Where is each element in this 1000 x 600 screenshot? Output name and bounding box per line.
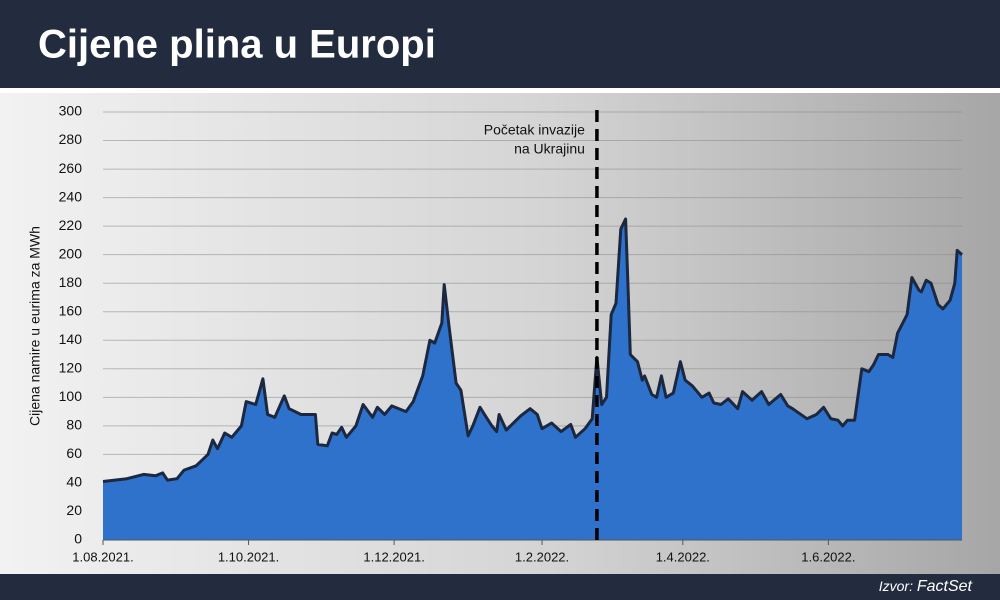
annotation-text: na Ukrajinu xyxy=(514,141,585,157)
y-tick-label: 20 xyxy=(66,502,82,518)
footer xyxy=(0,574,1000,600)
y-tick-label: 140 xyxy=(59,331,83,347)
y-tick-label: 240 xyxy=(59,188,83,204)
annotation-text: Početak invazije xyxy=(484,122,585,138)
area xyxy=(103,219,962,540)
y-tick-label: 280 xyxy=(59,131,83,147)
labels: 0 20 40 60 80 100 120 140 160 180 200 220 240 260 280 3… xyxy=(59,103,962,564)
x-tick-label: 1.10.2021. xyxy=(218,549,279,564)
y-tick-label: 40 xyxy=(66,474,82,490)
y-tick-label: 60 xyxy=(66,445,82,461)
x-tick-label: 1.08.2021. xyxy=(72,549,133,564)
y-tick-label: 100 xyxy=(59,388,83,404)
line xyxy=(102,217,964,483)
source: Izvor: FactSet xyxy=(879,578,973,596)
y-tick-label: 120 xyxy=(59,360,83,376)
plot xyxy=(102,217,964,540)
header xyxy=(0,0,1000,88)
y-tick-label: 80 xyxy=(66,417,82,433)
source-label: Izvor: xyxy=(879,578,913,594)
y-axis-label: Cijena namire u eurima za MWh xyxy=(27,226,43,426)
y-tick-label: 200 xyxy=(59,245,83,261)
x-tick-label: 1.6.2022. xyxy=(801,549,855,564)
y-tick-label: 160 xyxy=(59,302,83,318)
y-tick-label: 220 xyxy=(59,217,83,233)
y-tick-label: 260 xyxy=(59,160,83,176)
y-tick-label: 180 xyxy=(59,274,83,290)
source-name: FactSet xyxy=(917,578,973,595)
header-rule xyxy=(0,88,1000,93)
x-tick-label: 1.2.2022. xyxy=(515,549,569,564)
y-tick-label: 300 xyxy=(59,103,83,119)
chart-title: Cijene plina u Europi xyxy=(38,23,436,67)
x-tick-label: 1.4.2022. xyxy=(656,549,710,564)
y-tick-label: 0 xyxy=(74,531,82,547)
x-tick-label: 1.12.2021. xyxy=(363,549,424,564)
